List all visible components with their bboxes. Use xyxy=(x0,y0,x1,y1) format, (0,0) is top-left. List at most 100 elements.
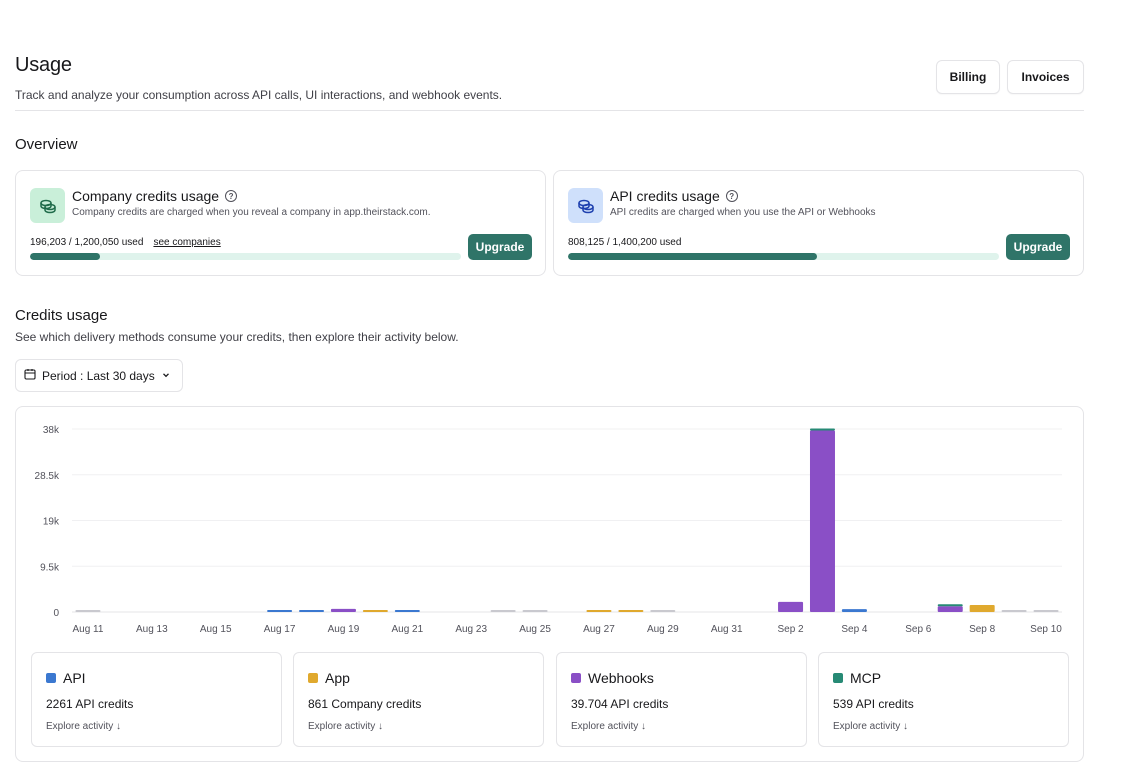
x-tick-label: Aug 19 xyxy=(328,624,360,635)
legend-name-api: API xyxy=(46,670,86,686)
bar-other xyxy=(1033,610,1059,612)
x-tick-label: Sep 6 xyxy=(905,624,932,635)
legend-label-webhooks: Webhooks xyxy=(588,670,654,686)
y-tick-label: 9.5k xyxy=(40,562,60,573)
legend-label-api: API xyxy=(63,670,86,686)
bar-mcp xyxy=(937,604,963,607)
bar-mcp xyxy=(809,428,835,431)
x-tick-label: Aug 11 xyxy=(72,624,103,635)
x-tick-label: Sep 10 xyxy=(1030,624,1062,635)
header-divider xyxy=(15,110,1084,111)
swatch-mcp xyxy=(833,673,843,683)
api-credits-title: API credits usage ? xyxy=(610,188,738,204)
bar-other xyxy=(75,610,101,612)
bar-webhooks xyxy=(809,430,835,612)
api-credits-upgrade-button[interactable]: Upgrade xyxy=(1006,234,1070,260)
api-credits-used-text: 808,125 / 1,400,200 used xyxy=(568,237,682,248)
billing-button[interactable]: Billing xyxy=(936,60,1000,94)
x-tick-label: Aug 31 xyxy=(711,624,743,635)
x-tick-label: Aug 21 xyxy=(391,624,423,635)
see-companies-link[interactable]: see companies xyxy=(153,237,221,248)
x-tick-label: Sep 4 xyxy=(841,624,868,635)
explore-activity-link-app[interactable]: Explore activity ↓ xyxy=(308,721,384,732)
help-icon[interactable]: ? xyxy=(225,190,238,202)
coins-icon xyxy=(30,188,65,223)
legend-label-mcp: MCP xyxy=(850,670,882,686)
bar-api xyxy=(299,610,325,612)
legend-value-mcp: 539 API credits xyxy=(833,697,914,711)
company-credits-progress xyxy=(30,253,461,260)
bar-api xyxy=(394,610,420,612)
legend-card-api[interactable]: API 2261 API credits Explore activity ↓ xyxy=(31,652,282,747)
credits-usage-subtitle: See which delivery methods consume your … xyxy=(15,330,459,344)
coins-icon xyxy=(568,188,603,223)
api-credits-progress-fill xyxy=(568,253,817,260)
explore-activity-link-api[interactable]: Explore activity ↓ xyxy=(46,721,122,732)
x-tick-label: Aug 29 xyxy=(647,624,679,635)
x-tick-label: Sep 8 xyxy=(969,624,996,635)
bar-webhooks xyxy=(937,606,963,612)
y-tick-label: 0 xyxy=(53,608,59,619)
x-tick-label: Aug 17 xyxy=(264,624,296,635)
help-icon[interactable]: ? xyxy=(725,190,738,202)
legend-value-app: 861 Company credits xyxy=(308,697,422,711)
chevron-down-icon xyxy=(161,369,171,383)
credits-chart-card: 0 9.5k 19k 28.5k 38k Aug 11 Aug 13 Aug 15 Aug 17… xyxy=(15,406,1084,762)
explore-activity-link-mcp[interactable]: Explore activity ↓ xyxy=(833,721,909,732)
bar-app xyxy=(362,610,388,612)
bar-other xyxy=(650,610,676,612)
bar-webhooks xyxy=(778,601,804,612)
bar-other xyxy=(1001,610,1027,612)
overview-title: Overview xyxy=(15,136,78,153)
x-tick-label: Sep 2 xyxy=(777,624,804,635)
company-credits-card: Company credits usage ? Company credits … xyxy=(15,170,546,276)
api-credits-progress xyxy=(568,253,999,260)
company-credits-description: Company credits are charged when you rev… xyxy=(72,207,431,218)
company-credits-used-text: 196,203 / 1,200,050 used xyxy=(30,237,144,248)
period-select[interactable]: Period : Last 30 days xyxy=(15,359,183,392)
legend-card-app[interactable]: App 861 Company credits Explore activity… xyxy=(293,652,544,747)
credits-usage-title: Credits usage xyxy=(15,307,108,324)
legend-value-webhooks: 39.704 API credits xyxy=(571,697,669,711)
company-credits-title-text: Company credits usage xyxy=(72,188,220,204)
legend-label-app: App xyxy=(325,670,350,686)
api-credits-used-row: 808,125 / 1,400,200 used xyxy=(568,237,681,248)
page-subtitle: Track and analyze your consumption acros… xyxy=(15,88,503,102)
legend-card-webhooks[interactable]: Webhooks 39.704 API credits Explore acti… xyxy=(556,652,807,747)
explore-activity-link-webhooks[interactable]: Explore activity ↓ xyxy=(571,721,647,732)
legend-name-mcp: MCP xyxy=(833,670,881,686)
y-tick-label: 19k xyxy=(43,517,60,528)
company-credits-used-row: 196,203 / 1,200,050 used see companies xyxy=(30,237,221,248)
bar-api xyxy=(267,610,293,612)
api-credits-description: API credits are charged when you use the… xyxy=(610,207,876,218)
swatch-api xyxy=(46,673,56,683)
x-tick-label: Aug 27 xyxy=(583,624,615,635)
swatch-app xyxy=(308,673,318,683)
bar-app xyxy=(618,610,644,612)
x-tick-label: Aug 23 xyxy=(455,624,487,635)
calendar-icon xyxy=(24,368,36,383)
x-tick-label: Aug 13 xyxy=(136,624,168,635)
legend-card-mcp[interactable]: MCP 539 API credits Explore activity ↓ xyxy=(818,652,1069,747)
bar-app xyxy=(969,605,995,612)
legend-name-webhooks: Webhooks xyxy=(571,670,654,686)
bar-other xyxy=(522,610,548,612)
x-tick-label: Aug 25 xyxy=(519,624,551,635)
swatch-webhooks xyxy=(571,673,581,683)
invoices-button[interactable]: Invoices xyxy=(1007,60,1084,94)
period-label: Period : Last 30 days xyxy=(42,368,155,383)
x-tick-label: Aug 15 xyxy=(200,624,232,635)
bar-webhooks xyxy=(330,608,356,612)
legend-value-api: 2261 API credits xyxy=(46,697,134,711)
company-credits-title: Company credits usage ? xyxy=(72,188,238,204)
page-title: Usage xyxy=(15,54,72,76)
company-credits-upgrade-button[interactable]: Upgrade xyxy=(468,234,532,260)
bar-api xyxy=(841,609,867,612)
y-tick-label: 38k xyxy=(43,425,60,436)
api-credits-card: API credits usage ? API credits are char… xyxy=(553,170,1084,276)
company-credits-progress-fill xyxy=(30,253,101,260)
bar-app xyxy=(586,610,612,612)
bar-other xyxy=(490,610,516,612)
y-tick-label: 28.5k xyxy=(35,471,60,482)
api-credits-title-text: API credits usage xyxy=(610,188,720,204)
